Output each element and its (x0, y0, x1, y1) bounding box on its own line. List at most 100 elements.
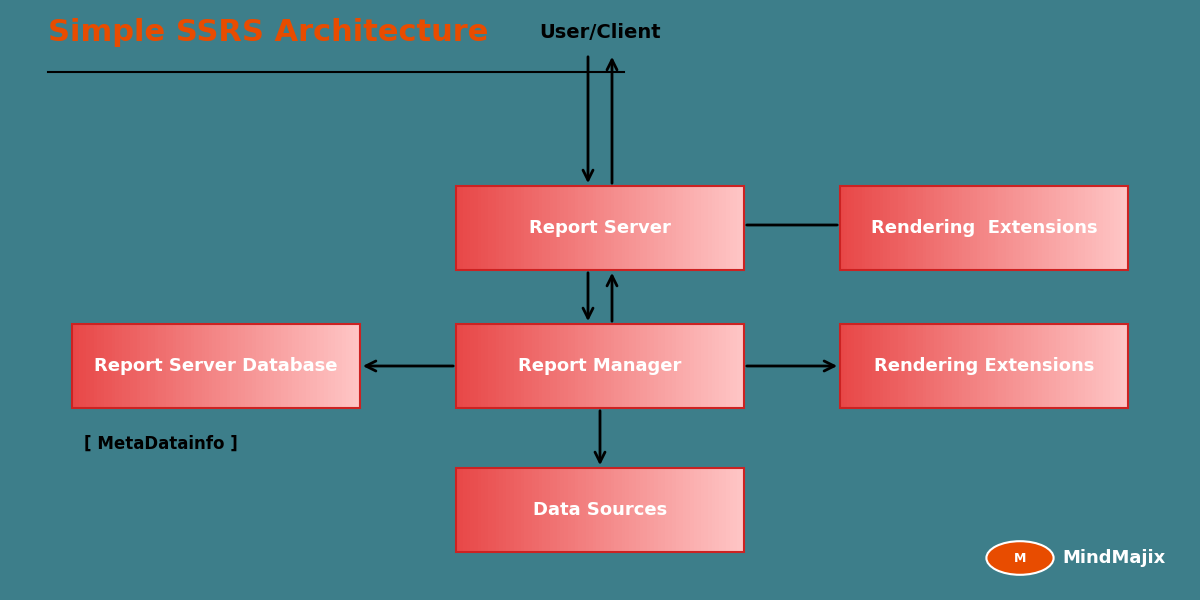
Bar (658, 186, 662, 270)
Bar (934, 324, 938, 408)
Bar (1024, 324, 1028, 408)
Bar (488, 468, 493, 552)
Bar (640, 468, 644, 552)
Bar (632, 468, 637, 552)
Bar (557, 468, 562, 552)
Bar (288, 324, 293, 408)
Bar (528, 324, 533, 408)
Bar (1070, 186, 1075, 270)
Bar (560, 324, 565, 408)
Bar (144, 324, 149, 408)
Bar (223, 324, 228, 408)
Bar (1067, 186, 1072, 270)
Bar (730, 324, 734, 408)
Bar (564, 468, 569, 552)
Bar (905, 186, 910, 270)
Bar (460, 468, 464, 552)
Bar (632, 186, 637, 270)
Bar (281, 324, 286, 408)
Bar (941, 324, 946, 408)
Bar (607, 186, 612, 270)
Bar (349, 324, 354, 408)
Bar (704, 324, 709, 408)
Bar (690, 468, 695, 552)
Bar (521, 468, 526, 552)
Bar (995, 324, 1000, 408)
Bar (607, 324, 612, 408)
Bar (1121, 324, 1126, 408)
Bar (506, 324, 511, 408)
Bar (934, 186, 938, 270)
Bar (847, 186, 852, 270)
Bar (923, 324, 928, 408)
Bar (524, 468, 529, 552)
Bar (894, 324, 899, 408)
Bar (1049, 186, 1054, 270)
Bar (546, 186, 551, 270)
Bar (719, 186, 724, 270)
Bar (668, 324, 673, 408)
Bar (140, 324, 145, 408)
Text: Report Server Database: Report Server Database (95, 357, 337, 375)
Bar (1016, 186, 1021, 270)
Bar (1117, 324, 1122, 408)
Bar (676, 468, 680, 552)
Bar (596, 468, 601, 552)
Bar (865, 324, 870, 408)
Bar (151, 324, 156, 408)
Bar (503, 468, 508, 552)
Bar (998, 186, 1003, 270)
Bar (122, 324, 127, 408)
Bar (575, 324, 580, 408)
Bar (854, 186, 859, 270)
Bar (1085, 186, 1090, 270)
Bar (672, 186, 677, 270)
Bar (966, 186, 971, 270)
Bar (313, 324, 318, 408)
Bar (704, 468, 709, 552)
Bar (614, 468, 619, 552)
Bar (679, 186, 684, 270)
Bar (1124, 324, 1129, 408)
Bar (862, 324, 866, 408)
Bar (1114, 324, 1118, 408)
Bar (647, 468, 652, 552)
Bar (295, 324, 300, 408)
Bar (654, 468, 659, 552)
Bar (589, 324, 594, 408)
Bar (521, 324, 526, 408)
Bar (1016, 324, 1021, 408)
Bar (234, 324, 239, 408)
Bar (1002, 186, 1007, 270)
Bar (701, 468, 706, 552)
Bar (274, 324, 278, 408)
Bar (485, 468, 490, 552)
Text: Rendering  Extensions: Rendering Extensions (871, 219, 1097, 237)
Bar (496, 468, 500, 552)
Bar (328, 324, 332, 408)
Bar (883, 324, 888, 408)
Bar (840, 186, 845, 270)
Bar (492, 468, 497, 552)
Bar (270, 324, 275, 408)
Bar (726, 186, 731, 270)
Bar (1056, 324, 1061, 408)
Bar (869, 324, 874, 408)
Bar (1103, 324, 1108, 408)
Bar (905, 324, 910, 408)
Bar (568, 468, 572, 552)
Bar (948, 324, 953, 408)
Bar (686, 324, 691, 408)
Bar (730, 186, 734, 270)
Bar (560, 186, 565, 270)
Bar (1020, 186, 1025, 270)
Bar (546, 324, 551, 408)
Bar (568, 324, 572, 408)
Bar (535, 186, 540, 270)
Bar (611, 468, 616, 552)
Bar (241, 324, 246, 408)
Bar (1045, 324, 1050, 408)
Bar (184, 324, 188, 408)
Bar (292, 324, 296, 408)
Bar (1052, 186, 1057, 270)
